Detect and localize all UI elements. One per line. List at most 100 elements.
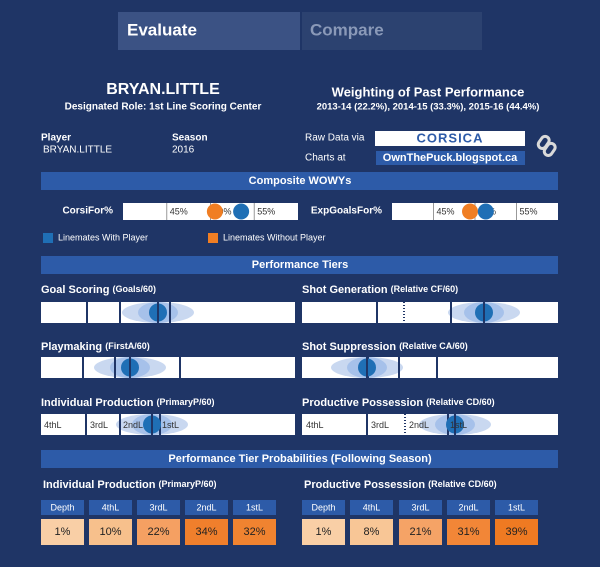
table-unit: (Relative CD/60) — [428, 479, 497, 489]
tier-label: 1stL — [162, 420, 179, 430]
player-name: BRYAN.LITTLE — [106, 81, 220, 98]
panel-title: Productive Possession (Relative CD/60) — [302, 397, 495, 409]
tier-bar — [41, 357, 295, 378]
table-unit: (PrimaryP/60) — [159, 479, 217, 489]
header-label: 2ndL — [196, 502, 216, 512]
value-label: 1% — [55, 526, 71, 538]
panel-title: Shot Suppression (Relative CA/60) — [302, 341, 468, 353]
panel-title: Goal Scoring (Goals/60) — [41, 284, 156, 296]
panel-title-text: Playmaking — [41, 341, 102, 353]
weighting-title: Weighting of Past Performance — [332, 84, 525, 99]
corsica-link[interactable]: CORSICA — [417, 130, 484, 145]
tier-label: 4thL — [306, 420, 324, 430]
legend-swatch — [208, 233, 218, 243]
table-title: Individual Production (PrimaryP/60) — [43, 479, 217, 491]
panel-title: Playmaking (FirstA/60) — [41, 341, 150, 353]
header-label: 1stL — [508, 502, 525, 512]
header-cell — [89, 500, 132, 515]
with-dot — [233, 203, 250, 220]
header-label: 4thL — [102, 502, 120, 512]
header-label: 4thL — [363, 502, 381, 512]
value-label: 34% — [195, 526, 217, 538]
value-label: 39% — [505, 526, 527, 538]
header-label: 3rdL — [149, 502, 167, 512]
header-cell — [350, 500, 393, 515]
tab-label[interactable]: Evaluate — [127, 20, 197, 39]
header-cell — [233, 500, 276, 515]
value-cell — [399, 519, 442, 545]
panel-title-text: Shot Suppression — [302, 341, 396, 353]
value-cell — [495, 519, 538, 545]
table-title-text: Individual Production — [43, 479, 156, 491]
link-icon[interactable] — [536, 134, 557, 157]
tab-label[interactable]: Compare — [310, 20, 384, 39]
tick-label: 55% — [257, 206, 275, 216]
value-cell — [89, 519, 132, 545]
with-dot — [477, 203, 494, 220]
panel-title: Shot Generation (Relative CF/60) — [302, 284, 458, 296]
tier-label: 4thL — [44, 420, 62, 430]
legend-swatch — [43, 233, 53, 243]
legend-label: Linemates Without Player — [223, 232, 326, 242]
value-cell — [447, 519, 490, 545]
tab-evaluate[interactable] — [118, 12, 300, 50]
value-label: 8% — [364, 526, 380, 538]
panel-unit: (PrimaryP/60) — [157, 397, 215, 407]
value-cell — [137, 519, 180, 545]
label: Charts at — [305, 153, 346, 164]
value-cell — [302, 519, 345, 545]
wowy-label: CorsiFor% — [62, 206, 113, 217]
header-cell — [399, 500, 442, 515]
header-label: 2ndL — [458, 502, 478, 512]
header-label: 1stL — [246, 502, 263, 512]
without-dot — [206, 203, 223, 220]
section-title: Performance Tiers — [252, 259, 348, 271]
table-title-text: Productive Possession — [304, 479, 425, 491]
site-box[interactable] — [376, 151, 525, 165]
wowy-label: ExpGoalsFor% — [311, 206, 382, 217]
section-header — [41, 256, 558, 274]
tier-label: 2ndL — [409, 420, 429, 430]
player-role: Designated Role: 1st Line Scoring Center — [65, 102, 262, 113]
section-header — [41, 172, 558, 190]
label: Player — [41, 133, 71, 144]
panel-title-text: Goal Scoring — [41, 284, 109, 296]
panel-unit: (Relative CA/60) — [399, 341, 468, 351]
panel-title-text: Individual Production — [41, 397, 154, 409]
value: 2016 — [172, 145, 195, 156]
site-link[interactable]: OwnThePuck.blogspot.ca — [383, 152, 518, 164]
tab-compare[interactable] — [302, 12, 482, 50]
section-title: Composite WOWYs — [249, 175, 352, 187]
without-dot — [462, 203, 479, 220]
header-cell — [495, 500, 538, 515]
value-cell — [185, 519, 228, 545]
table-title: Productive Possession (Relative CD/60) — [304, 479, 497, 491]
value-cell — [350, 519, 393, 545]
tier-label: 1stL — [450, 420, 467, 430]
tick-label: 55% — [520, 206, 538, 216]
value-cell — [233, 519, 276, 545]
panel-title-text: Shot Generation — [302, 284, 388, 296]
header-cell — [137, 500, 180, 515]
corsica-box[interactable] — [375, 131, 525, 146]
label: Raw Data via — [305, 133, 365, 144]
value-label: 22% — [147, 526, 169, 538]
header-label: 3rdL — [411, 502, 429, 512]
header-cell — [302, 500, 345, 515]
legend-label: Linemates With Player — [58, 232, 148, 242]
header-cell — [185, 500, 228, 515]
value-label: 1% — [316, 526, 332, 538]
value-label: 32% — [243, 526, 265, 538]
panel-unit: (Relative CD/60) — [426, 397, 495, 407]
value-label: 21% — [409, 526, 431, 538]
panel-unit: (Relative CF/60) — [391, 284, 459, 294]
value-cell — [41, 519, 84, 545]
header-cell — [447, 500, 490, 515]
section-header — [41, 450, 558, 468]
header-cell — [41, 500, 84, 515]
header-label: Depth — [50, 502, 74, 512]
label: Season — [172, 133, 208, 144]
weighting-detail: 2013-14 (22.2%), 2014-15 (33.3%), 2015-1… — [317, 102, 540, 113]
